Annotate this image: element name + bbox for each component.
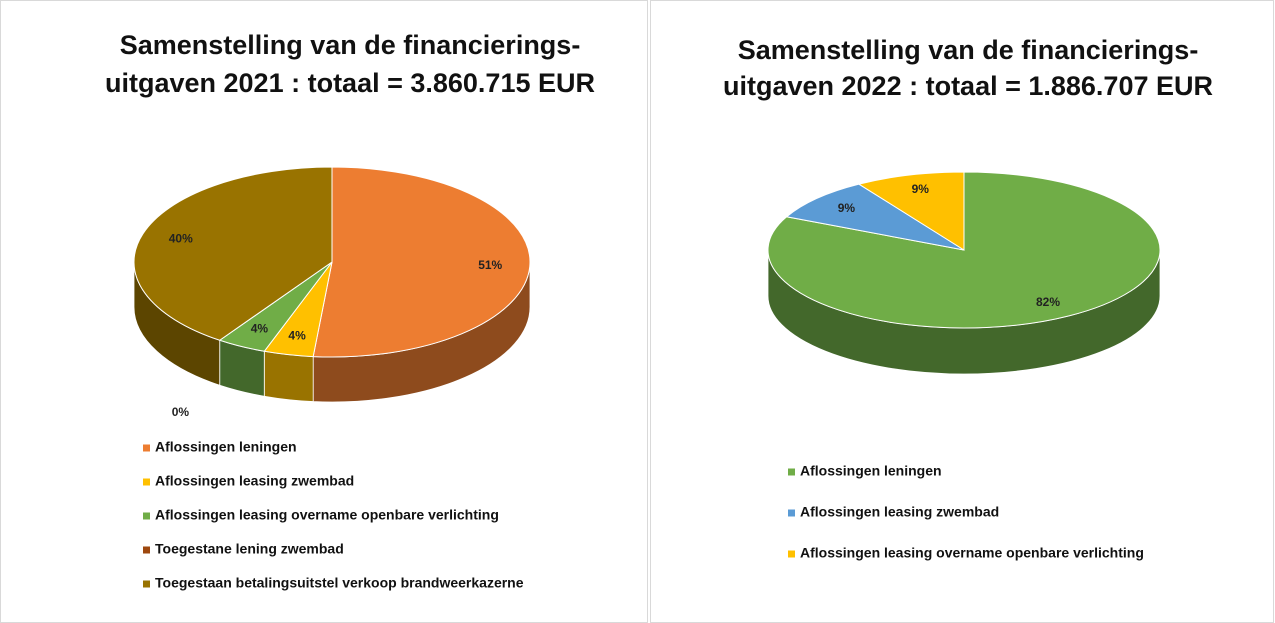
legend-label: Toegestane lening zwembad: [155, 541, 344, 557]
legend-label: Aflossingen leningen: [155, 439, 297, 455]
pie-slice: [785, 183, 965, 251]
legend-swatch: [788, 468, 795, 476]
chart-title: uitgaven 2021 : totaal = 3.860.715 EUR: [105, 68, 595, 98]
data-label: 9%: [912, 182, 930, 196]
data-label: 82%: [1036, 295, 1060, 309]
pie-slice: [133, 166, 333, 341]
legend-label: Aflossingen leasing overname openbare ve…: [800, 545, 1144, 561]
legend-label: Aflossingen leningen: [800, 463, 942, 479]
chart-title: uitgaven 2022 : totaal = 1.886.707 EUR: [723, 71, 1213, 101]
pie-slice: [312, 166, 531, 358]
legend-swatch: [143, 444, 150, 452]
pie-slice: [857, 171, 965, 251]
legend-swatch: [143, 512, 150, 520]
data-label: 4%: [251, 322, 269, 336]
chart-title: Samenstelling van de financierings-: [120, 30, 581, 60]
legend-label: Toegestaan betalingsuitstel verkoop bran…: [155, 575, 524, 591]
data-label: 51%: [478, 258, 502, 272]
legend-swatch: [788, 550, 795, 558]
chart-title: Samenstelling van de financierings-: [738, 35, 1199, 65]
legend-swatch: [143, 580, 150, 588]
data-label: 4%: [288, 328, 306, 342]
legend-swatch: [143, 478, 150, 486]
legend-label: Aflossingen leasing zwembad: [800, 504, 999, 520]
legend-swatch: [143, 546, 150, 554]
legend-swatch: [788, 509, 795, 517]
legend-label: Aflossingen leasing zwembad: [155, 473, 354, 489]
legend-label: Aflossingen leasing overname openbare ve…: [155, 507, 499, 523]
data-label: 40%: [169, 232, 193, 246]
data-label: 0%: [172, 405, 190, 419]
data-label: 9%: [838, 201, 856, 215]
pie-side: [263, 350, 314, 402]
